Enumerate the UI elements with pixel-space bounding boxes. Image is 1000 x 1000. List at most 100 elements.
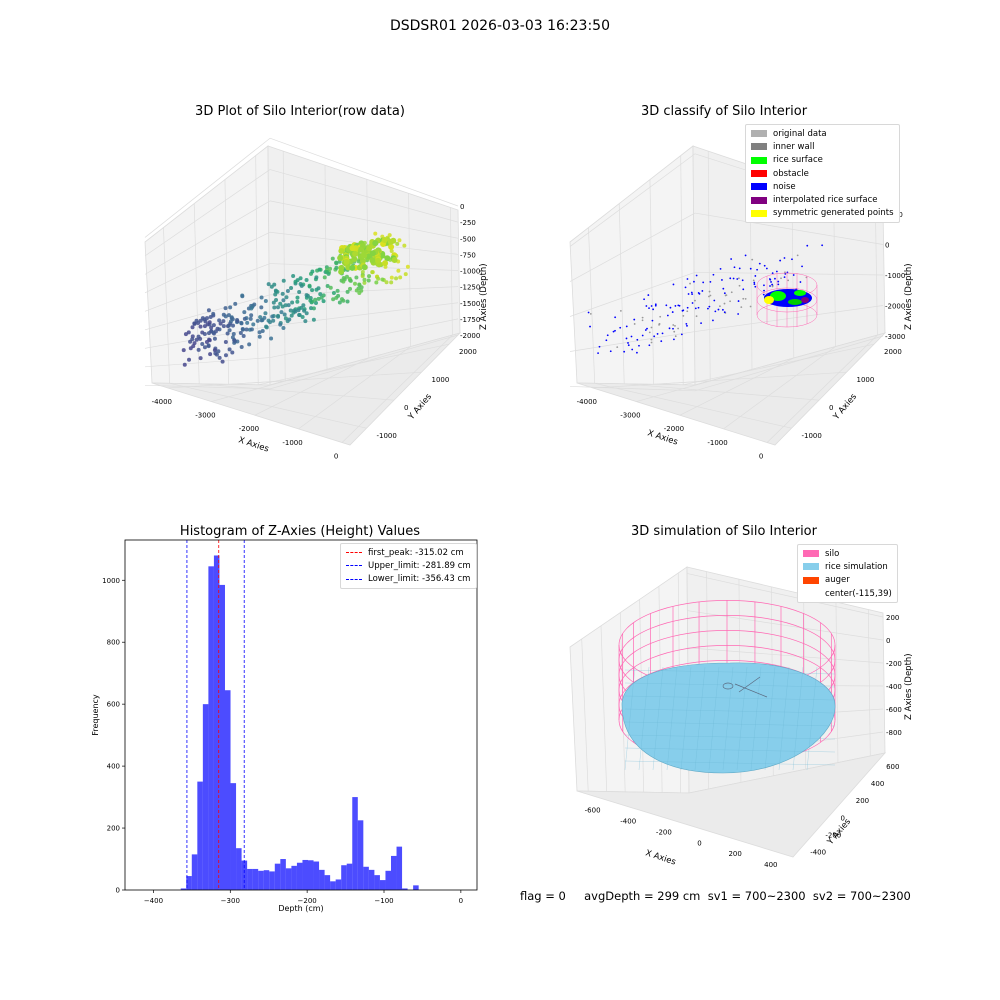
point xyxy=(643,298,645,301)
point xyxy=(388,243,395,250)
point xyxy=(631,348,634,351)
y-tick-label: -400 xyxy=(810,849,826,857)
point xyxy=(714,310,717,313)
point xyxy=(249,327,254,332)
point xyxy=(357,246,364,253)
point xyxy=(252,302,257,307)
point xyxy=(737,313,740,315)
plot1-ylabel: Y Axies xyxy=(406,392,434,423)
point xyxy=(290,300,295,305)
point xyxy=(283,316,288,321)
point xyxy=(749,305,752,308)
point xyxy=(729,277,732,280)
point xyxy=(203,319,208,324)
legend-label: symmetric generated points xyxy=(773,208,894,219)
histogram-bar xyxy=(379,880,386,890)
point xyxy=(769,285,771,287)
histogram-bar xyxy=(319,869,325,890)
point xyxy=(754,275,757,277)
histogram-title: Histogram of Z-Axies (Height) Values xyxy=(179,524,421,539)
point xyxy=(774,277,776,280)
point xyxy=(281,278,286,283)
point xyxy=(376,276,381,281)
point xyxy=(223,306,228,311)
legend-entry: noise xyxy=(751,180,894,193)
point xyxy=(751,258,754,261)
point xyxy=(721,308,724,311)
point xyxy=(673,338,675,341)
point xyxy=(645,305,648,307)
point xyxy=(784,272,787,275)
point xyxy=(211,311,216,316)
z-tick-label: 200 xyxy=(886,614,899,622)
histogram-bar xyxy=(230,783,237,890)
point xyxy=(192,321,197,326)
plot2-title: 3D classify of Silo Interior xyxy=(640,104,808,119)
point xyxy=(190,325,195,330)
histogram-bar xyxy=(197,781,203,890)
point xyxy=(314,275,319,280)
histogram-bar xyxy=(180,888,187,890)
legend-entry: auger xyxy=(803,574,892,587)
point xyxy=(212,348,217,353)
point xyxy=(202,345,207,350)
histogram-bar xyxy=(390,855,397,890)
point xyxy=(654,304,657,307)
z-tick-label: -1250 xyxy=(460,284,480,292)
point xyxy=(362,277,367,282)
histogram-bar xyxy=(330,881,336,890)
point xyxy=(354,288,359,293)
point xyxy=(402,243,407,248)
point xyxy=(382,260,389,267)
point xyxy=(271,318,276,323)
point xyxy=(211,323,216,328)
point xyxy=(218,321,223,326)
point xyxy=(266,282,271,287)
point xyxy=(361,264,368,271)
point xyxy=(206,308,211,313)
histogram-bar xyxy=(302,859,308,890)
point xyxy=(387,233,392,238)
point xyxy=(380,277,385,282)
point xyxy=(225,331,230,336)
histogram-bar xyxy=(285,868,292,890)
point xyxy=(690,291,693,294)
point xyxy=(709,280,712,283)
legend-label: original data xyxy=(773,128,827,139)
auger-marker xyxy=(722,676,768,698)
point xyxy=(375,257,382,264)
point xyxy=(656,333,659,335)
point xyxy=(309,306,314,311)
point xyxy=(217,318,222,323)
histogram-bar xyxy=(396,846,403,890)
point xyxy=(269,284,274,289)
point xyxy=(328,285,333,290)
z-tick-label: -1000 xyxy=(460,268,480,276)
legend-label: center(-115,39) xyxy=(825,588,892,599)
y-tick-label: 1000 xyxy=(857,376,875,384)
histogram-bar xyxy=(263,870,270,890)
point xyxy=(680,333,683,336)
point xyxy=(717,308,720,311)
y-tick-label: 600 xyxy=(886,763,899,771)
point xyxy=(302,308,307,313)
x-tick-label: -3000 xyxy=(620,412,640,420)
point xyxy=(763,289,765,292)
point xyxy=(287,317,292,322)
point xyxy=(269,336,274,341)
point xyxy=(336,293,341,298)
point xyxy=(389,275,394,280)
point xyxy=(792,274,795,276)
point xyxy=(687,293,690,295)
point xyxy=(672,324,675,326)
point xyxy=(806,244,809,247)
point xyxy=(698,292,701,295)
point xyxy=(686,306,689,309)
point xyxy=(282,312,287,317)
z-tick-label: -1500 xyxy=(460,300,480,308)
y-tick-label: 1000 xyxy=(432,376,450,384)
point xyxy=(198,356,203,361)
point xyxy=(619,310,622,312)
point xyxy=(647,294,650,296)
point xyxy=(304,293,309,298)
